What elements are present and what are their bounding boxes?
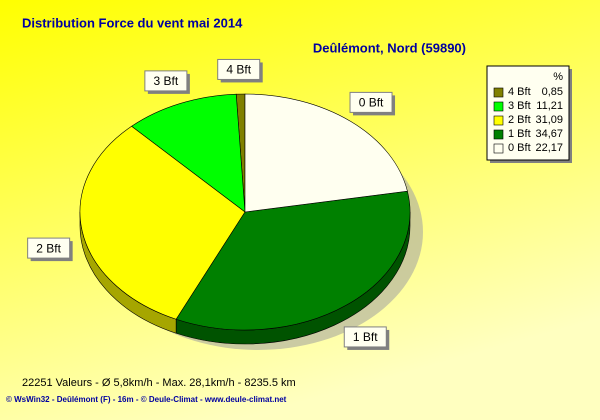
- label-text: 1 Bft: [353, 330, 378, 344]
- legend-header: %: [553, 71, 563, 83]
- pie-slice: [175, 190, 411, 331]
- legend-swatch: [493, 101, 504, 112]
- label-box: [349, 91, 393, 113]
- copyright: © WsWin32 - Deûlémont (F) - 16m - © Deul…: [6, 395, 287, 404]
- legend-value: 31,09: [535, 114, 563, 126]
- chart-title: Distribution Force du vent mai 2014: [22, 15, 243, 30]
- label-text: 3 Bft: [154, 74, 179, 88]
- slice-label: 4 Bft: [217, 58, 263, 83]
- legend-swatch: [493, 129, 504, 140]
- legend-value: 34,67: [535, 128, 563, 140]
- slice-label: 2 Bft: [27, 237, 73, 262]
- label-text: 2 Bft: [36, 241, 61, 255]
- legend-swatch: [493, 87, 504, 98]
- label-text: 4 Bft: [226, 63, 251, 77]
- legend-label: 1 Bft: [508, 128, 531, 140]
- legend-label: 3 Bft: [508, 100, 531, 112]
- legend-label: 0 Bft: [508, 142, 531, 154]
- legend-value: 11,21: [536, 100, 563, 112]
- legend-swatch: [493, 143, 504, 154]
- label-text: 0 Bft: [359, 96, 384, 110]
- slice-label: 1 Bft: [343, 326, 390, 350]
- legend-label: 2 Bft: [508, 114, 531, 126]
- label-box: [217, 58, 261, 80]
- label-box: [144, 70, 188, 92]
- slice-label: 0 Bft: [349, 91, 396, 116]
- legend-swatch: [493, 115, 504, 126]
- legend-value: 0,85: [542, 86, 563, 98]
- footer: 22251 Valeurs - Ø 5,8km/h - Max. 28,1km/…: [22, 377, 296, 389]
- chart-subtitle: Deûlémont, Nord (59890): [313, 40, 466, 55]
- slice-label: 3 Bft: [144, 70, 190, 94]
- legend-label: 4 Bft: [508, 86, 531, 98]
- label-box: [27, 237, 71, 259]
- label-box: [343, 326, 387, 348]
- pie-slice: [79, 125, 246, 320]
- pie-slice: [244, 93, 408, 213]
- pie-slice: [131, 93, 246, 213]
- legend-value: 22,17: [535, 142, 563, 154]
